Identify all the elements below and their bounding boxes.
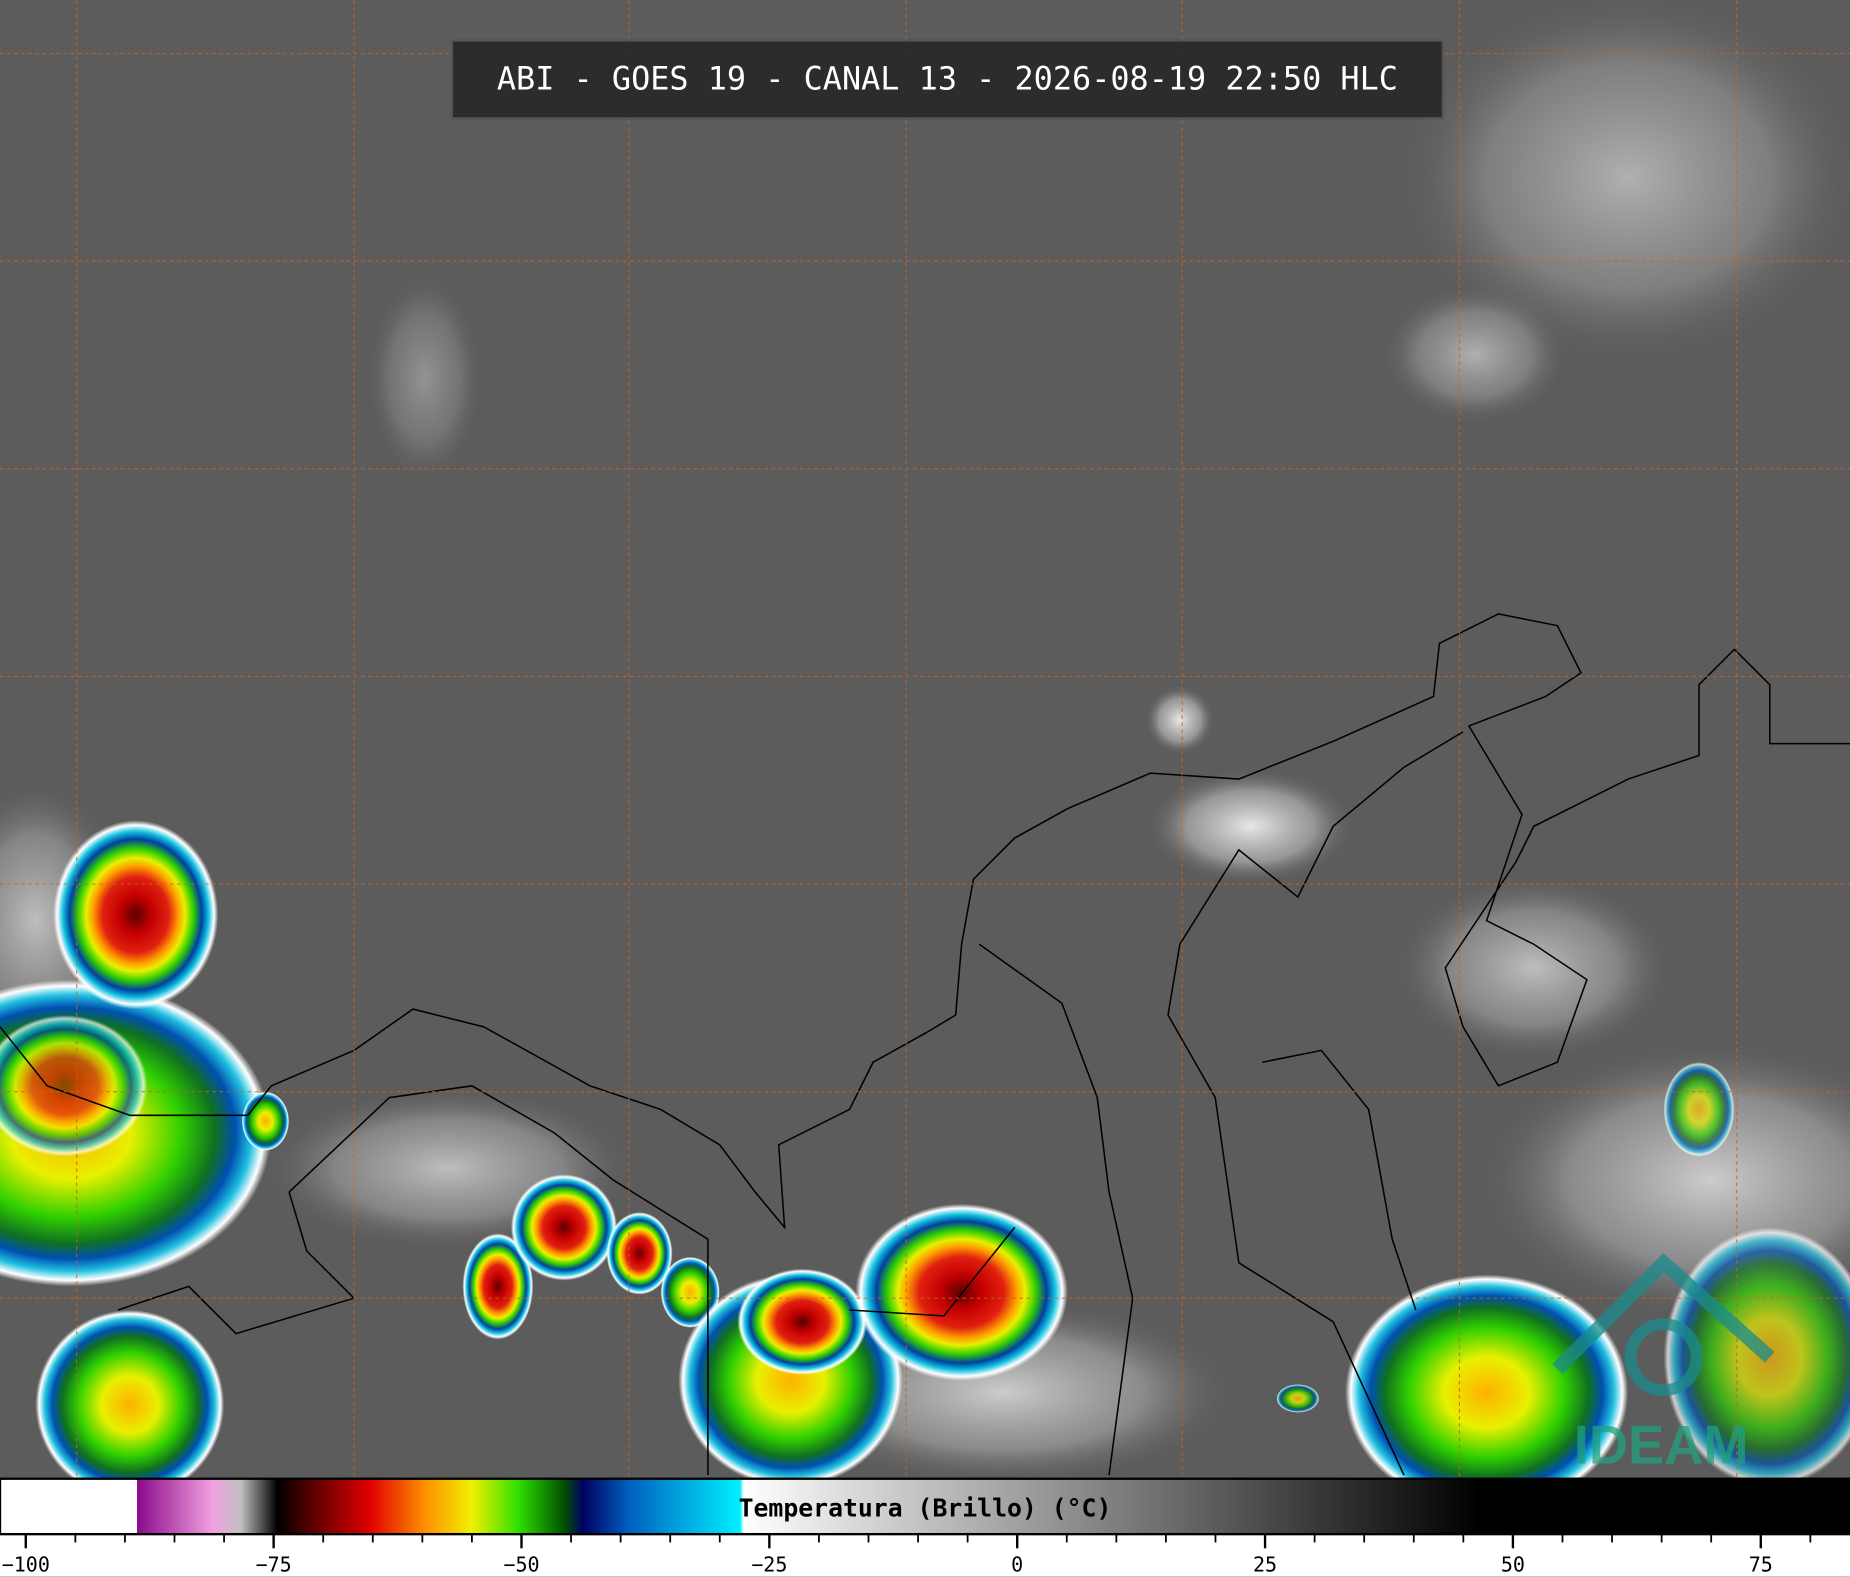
coastlines bbox=[0, 613, 1850, 1476]
title: ABI - GOES 19 - CANAL 13 - 2026-08-19 22… bbox=[497, 60, 1398, 98]
tick-label: 50 bbox=[1501, 1553, 1525, 1577]
tick-label: −75 bbox=[256, 1553, 292, 1577]
logo: IDEAM bbox=[1552, 1253, 1775, 1475]
tick-label: −50 bbox=[503, 1553, 539, 1577]
tick-label: −100 bbox=[2, 1553, 50, 1577]
tick-label: 75 bbox=[1749, 1553, 1773, 1577]
storms bbox=[0, 820, 1850, 1511]
graticule bbox=[0, 0, 1850, 1478]
tick-label: 25 bbox=[1253, 1553, 1277, 1577]
logo-text: IDEAM bbox=[1574, 1414, 1749, 1475]
title-box: ABI - GOES 19 - CANAL 13 - 2026-08-19 22… bbox=[450, 39, 1445, 120]
colorbar bbox=[0, 1477, 1850, 1536]
tick-label: −25 bbox=[751, 1553, 787, 1577]
colorbar-label: Temperatura (Brillo) (°C) bbox=[739, 1493, 1112, 1522]
tick-label: 0 bbox=[1011, 1553, 1023, 1577]
colorbar-ticks: −100 −75 −50 −25 0 25 50 75 bbox=[2, 1534, 1812, 1577]
